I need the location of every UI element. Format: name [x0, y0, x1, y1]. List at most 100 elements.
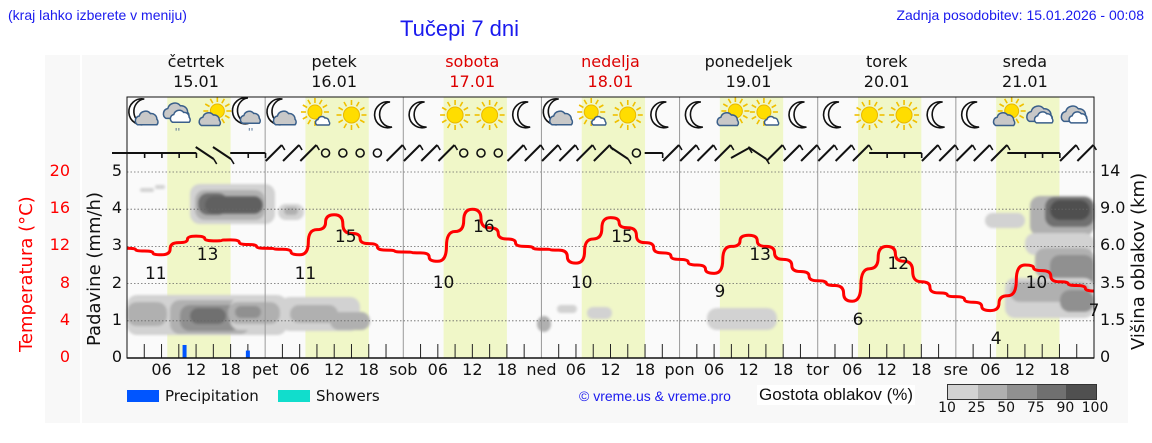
day-name: sobota	[445, 52, 500, 71]
wind-barbs	[112, 144, 1098, 165]
legend-precipitation: Precipitation	[127, 387, 259, 405]
moon-cloud-icon	[542, 97, 574, 126]
sun-icon	[336, 100, 367, 130]
hour-tick-label: 18	[634, 360, 656, 379]
density-scale-label: 10	[938, 400, 956, 416]
moon-icon	[373, 100, 393, 129]
temperature-line	[126, 207, 1095, 313]
sun-small-cloud-icon	[577, 98, 607, 126]
day-header-0: četrtek 15.01	[127, 52, 265, 92]
temp-tick: 16	[49, 198, 70, 218]
hour-tick-label: 06	[703, 360, 725, 379]
temp-label: 12	[887, 254, 910, 275]
hour-tick-label: 06	[151, 360, 172, 379]
hour-tick-label: 12	[462, 360, 483, 379]
moon-icon	[960, 100, 980, 129]
day-date: 19.01	[725, 72, 772, 91]
moon-cloud-icon	[266, 97, 297, 126]
precip-tick: 5	[111, 161, 122, 180]
hour-tick-label: 12	[738, 360, 759, 379]
hour-tick-label: 12	[600, 360, 621, 379]
temp-tick: 0	[59, 347, 70, 366]
hour-tick-label: 18	[496, 360, 518, 379]
precip-tick: 3	[111, 235, 122, 255]
sun-cloud-icon	[716, 97, 750, 127]
day-header-6: sreda 21.01	[956, 52, 1094, 92]
rain-cloud-icon: ''	[162, 102, 191, 138]
hour-tick-label: 06	[427, 360, 448, 379]
moon-icon	[788, 100, 807, 129]
day-header-3: nedelja 18.01	[541, 52, 679, 92]
moon-icon	[684, 100, 704, 129]
last-updated: Zadnja posodobitev: 15.01.2026 - 00:08	[896, 7, 1144, 23]
sun-icon	[612, 100, 643, 130]
hour-tick-label: 12	[324, 360, 345, 379]
day-name: sreda	[1002, 52, 1048, 71]
temp-label: 10	[432, 273, 455, 293]
temp-tick: 20	[49, 161, 70, 180]
location-hint: (kraj lahko izberete v meniju)	[8, 7, 187, 23]
temp-label: 15	[334, 226, 357, 247]
sun-small-cloud-icon	[300, 98, 331, 126]
hour-tick-label: 18	[220, 360, 241, 379]
chart-grid	[127, 97, 1094, 358]
moon-rain-cloud-icon: ''	[231, 96, 262, 138]
day-short-label: pet	[252, 360, 279, 379]
legend-showers-label: Showers	[316, 387, 380, 405]
temp-axis-panel	[45, 55, 80, 423]
sun-icon	[889, 100, 920, 130]
precip-tick: 0	[111, 347, 122, 366]
precip-tick: 4	[111, 198, 122, 218]
cloud-icon	[1026, 105, 1054, 124]
cloud-density-scale	[947, 384, 1097, 400]
svg-text:'': ''	[175, 127, 181, 138]
hour-tick-label: 06	[842, 360, 863, 379]
temp-label: 11	[294, 263, 317, 284]
precip-tick: 2	[111, 272, 122, 292]
showers-swatch	[278, 390, 310, 402]
hour-tick-label: 12	[185, 360, 207, 379]
day-short-label: sre	[943, 360, 969, 379]
day-name: četrtek	[167, 52, 225, 71]
temp-label: 16	[473, 217, 495, 238]
temp-label: 13	[749, 245, 771, 266]
precip-tick: 1	[111, 309, 122, 329]
hour-tick-label: 18	[358, 360, 379, 379]
moon-icon	[408, 100, 427, 129]
sun-icon	[440, 100, 471, 130]
day-short-label: sob	[389, 360, 418, 379]
copyright-link[interactable]: © vreme.us & vreme.pro	[579, 388, 731, 404]
day-date: 16.01	[311, 72, 358, 91]
density-swatch-0	[948, 385, 978, 399]
density-scale-label: 90	[1056, 400, 1075, 416]
panel-gap	[80, 55, 82, 423]
hour-tick-label: 12	[876, 360, 897, 379]
day-short-label: tor	[806, 360, 830, 379]
sun-icon	[854, 100, 885, 130]
day-name: nedelja	[581, 52, 640, 71]
cloud-icon	[1060, 105, 1089, 124]
moon-icon	[926, 100, 945, 129]
moon-icon	[822, 100, 842, 129]
temp-label: 13	[196, 245, 219, 266]
temp-tick: 4	[59, 309, 70, 329]
hour-tick-label: 06	[289, 360, 310, 379]
cloud-height-tick: 6.0	[1100, 235, 1126, 255]
legend-showers: Showers	[278, 387, 380, 405]
density-swatch-1	[977, 385, 1008, 399]
day-date: 21.01	[1001, 72, 1048, 91]
day-date: 17.01	[449, 72, 496, 91]
day-header-5: torek 20.01	[818, 52, 956, 92]
moon-icon	[650, 100, 669, 129]
temp-label: 9	[714, 282, 726, 303]
precipitation-swatch	[127, 390, 159, 402]
density-scale-label: 100	[1081, 400, 1109, 416]
temp-tick: 8	[59, 272, 70, 292]
hour-tick-label: 18	[911, 360, 932, 379]
cloud-height-tick: 14	[1100, 161, 1121, 180]
day-header-1: petek 16.01	[265, 52, 403, 92]
chart-frame	[126, 96, 1095, 359]
sun-cloud-icon	[198, 97, 232, 127]
sun-small-cloud-icon	[749, 98, 780, 126]
